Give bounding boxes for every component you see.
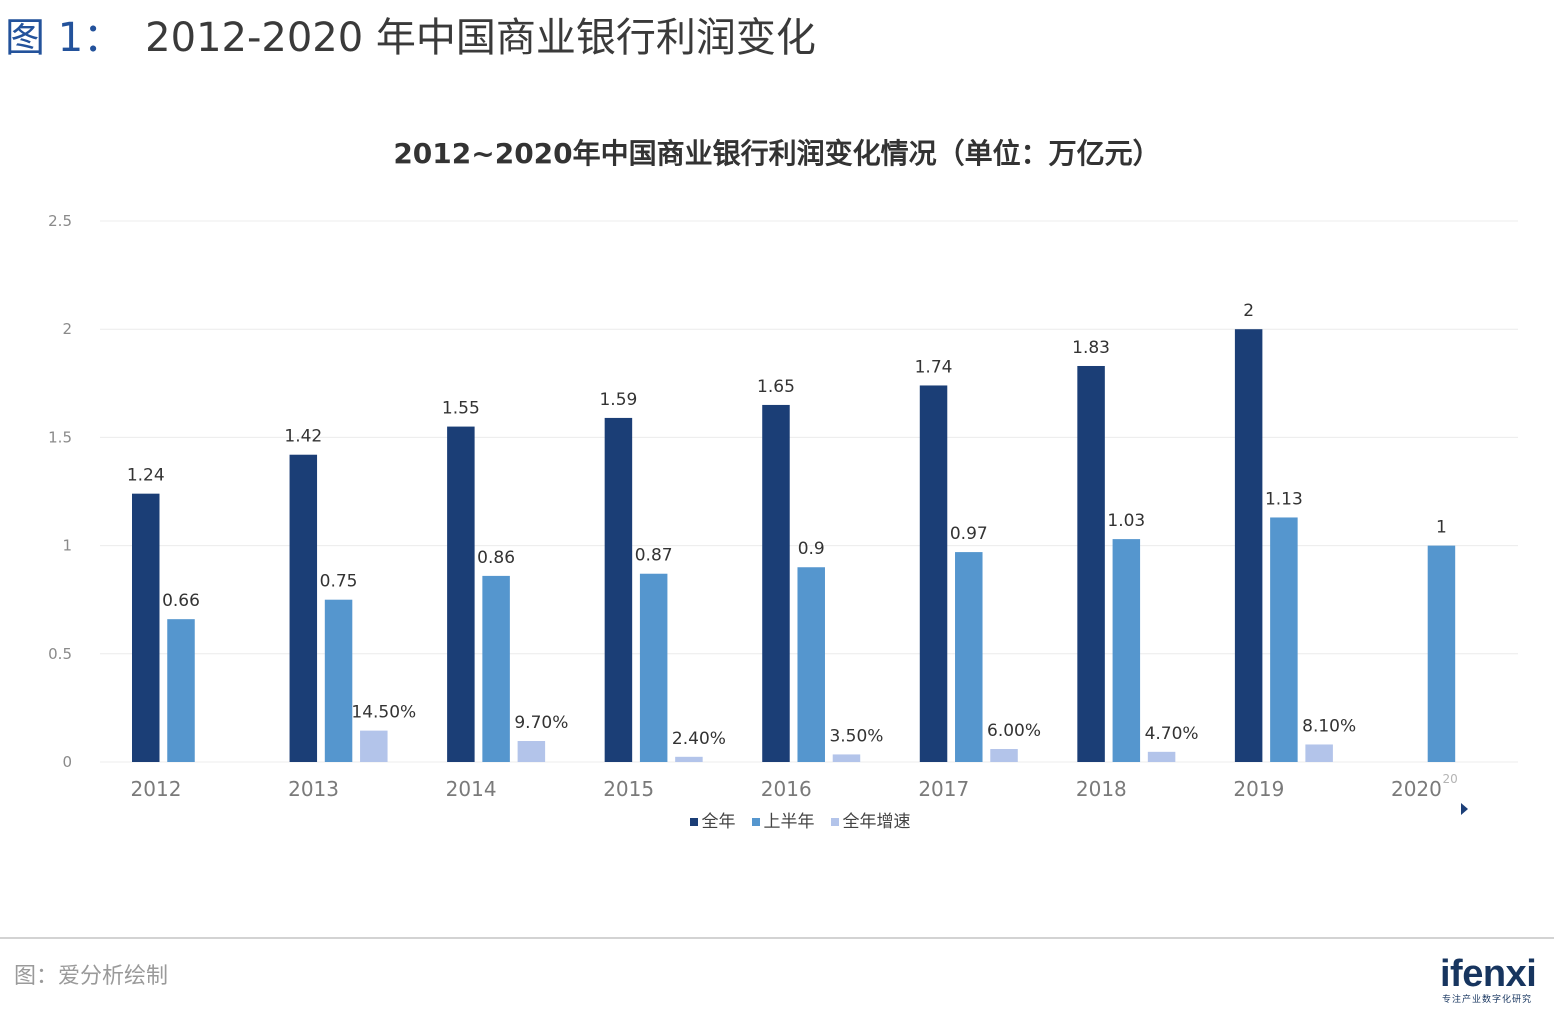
series-annual: 1.24 1.42 1.55 1.59 1.65 1.74 1.83 2 (127, 301, 1263, 762)
x-tick-label-2013: 2013 (288, 777, 339, 801)
legend-item-annual[interactable]: 全年 (689, 810, 736, 834)
data-label-annual-2016: 1.65 (757, 377, 795, 397)
y-tick-label-0: 0 (62, 753, 72, 771)
data-label-h1-2016: 0.9 (798, 539, 825, 559)
series-h1: 0.66 0.75 0.86 0.87 0.9 0.97 1.03 1.13 1 (162, 489, 1456, 762)
bar-growth-2018 (1147, 751, 1176, 762)
source-note: 图：爱分析绘制 (14, 964, 169, 989)
x-tick-label-2012: 2012 (131, 777, 182, 801)
bar-h1-2018 (1112, 539, 1141, 762)
bar-h1-2017 (955, 552, 983, 762)
data-label-annual-2019: 2 (1243, 301, 1254, 321)
logo-wordmark: ifenxi (1440, 953, 1537, 995)
x-tick-label-2018: 2018 (1076, 777, 1127, 801)
bar-growth-2017 (990, 749, 1018, 762)
x-tick-label-2016: 2016 (761, 777, 812, 801)
data-label-h1-2019: 1.13 (1265, 489, 1303, 509)
legend-item-growth[interactable]: 全年增速 (830, 810, 911, 834)
footer-divider (0, 937, 1554, 939)
bar-annual-2018 (1077, 365, 1105, 762)
legend-label-h1: 上半年 (763, 812, 815, 832)
y-tick-label-2: 1 (62, 537, 72, 555)
data-label-h1-2015: 0.87 (635, 546, 673, 566)
bar-annual-2012 (132, 493, 160, 762)
data-label-growth-2014: 9.70% (514, 713, 568, 733)
legend-label-growth: 全年增速 (842, 812, 911, 832)
bar-growth-2019 (1305, 744, 1333, 762)
y-tick-label-5: 2.5 (48, 212, 72, 230)
series-growth: 14.50% 9.70% 2.40% 3.50% 6.00% 4.70% 8.10% (351, 703, 1356, 762)
bar-growth-2014 (517, 741, 546, 762)
x-tick-superscript-2020: 20 (1442, 772, 1457, 786)
figure-label: 图 1： (5, 15, 124, 61)
data-label-growth-2015: 2.40% (672, 729, 726, 749)
legend-swatch-annual (689, 818, 698, 826)
y-tick-label-1: 0.5 (48, 645, 72, 663)
data-label-h1-2012: 0.66 (162, 591, 200, 611)
figure-caption: 图 1： 2012-2020 年中国商业银行利润变化 (5, 10, 816, 66)
bar-h1-2020 (1427, 545, 1456, 762)
data-label-h1-2014: 0.86 (477, 548, 515, 568)
triangle-right-icon[interactable] (1461, 803, 1468, 815)
bar-h1-2015 (639, 573, 668, 762)
legend-label-annual: 全年 (701, 812, 736, 832)
y-axis: 0 0.5 1 1.5 2 2.5 (48, 212, 72, 771)
legend: 全年 上半年 全年增速 (560, 810, 1040, 834)
bar-h1-2016 (797, 567, 825, 762)
y-tick-label-3: 1.5 (48, 428, 72, 446)
bar-annual-2016 (762, 404, 790, 762)
chart-title: 2012~2020年中国商业银行利润变化情况（单位：万亿元） (393, 137, 1161, 170)
bar-h1-2014 (482, 575, 510, 762)
data-label-growth-2019: 8.10% (1302, 716, 1356, 736)
x-tick-label-2014: 2014 (446, 777, 497, 801)
data-label-growth-2018: 4.70% (1145, 724, 1199, 744)
data-label-annual-2012: 1.24 (127, 466, 165, 486)
data-label-growth-2016: 3.50% (829, 726, 883, 746)
bar-annual-2014 (447, 426, 475, 762)
data-label-h1-2020: 1 (1436, 518, 1447, 538)
bar-h1-2019 (1270, 517, 1298, 762)
bar-annual-2013 (289, 454, 318, 762)
bar-h1-2013 (324, 599, 353, 762)
data-label-h1-2013: 0.75 (320, 572, 358, 592)
x-tick-label-2020: 2020 (1391, 777, 1442, 801)
data-label-growth-2017: 6.00% (987, 721, 1041, 741)
y-tick-label-4: 2 (62, 320, 72, 338)
data-label-annual-2015: 1.59 (599, 390, 637, 410)
legend-swatch-h1 (751, 818, 760, 826)
x-tick-label-2017: 2017 (918, 777, 969, 801)
x-tick-label-2015: 2015 (603, 777, 654, 801)
data-label-annual-2013: 1.42 (284, 427, 322, 447)
data-label-h1-2017: 0.97 (950, 524, 988, 544)
bar-growth-2015 (675, 756, 703, 762)
x-tick-label-2019: 2019 (1233, 777, 1284, 801)
ifenxi-logo: ifenxi 专注产业数字化研究 (1440, 954, 1550, 1006)
bar-growth-2013 (360, 730, 388, 762)
data-label-annual-2017: 1.74 (915, 357, 953, 377)
data-label-h1-2018: 1.03 (1107, 511, 1145, 531)
data-label-annual-2014: 1.55 (442, 399, 480, 419)
bar-chart: 0 0.5 1 1.5 2 2.5 1.24 1.42 1.55 1.59 1.65 1.74 1.83… (48, 212, 1518, 801)
x-axis: 2012 2013 2014 2015 2016 2017 2018 2019 2020 20 (131, 772, 1458, 801)
logo-tagline: 专注产业数字化研究 (1442, 995, 1533, 1005)
data-label-annual-2018: 1.83 (1072, 338, 1110, 358)
bar-h1-2012 (167, 619, 195, 762)
bar-annual-2019 (1234, 329, 1263, 762)
legend-swatch-growth (830, 818, 839, 826)
data-label-growth-2013: 14.50% (351, 703, 416, 723)
bar-annual-2017 (919, 385, 948, 762)
bar-growth-2016 (832, 754, 861, 762)
figure-title: 2012-2020 年中国商业银行利润变化 (145, 15, 816, 61)
legend-item-h1[interactable]: 上半年 (751, 810, 815, 834)
bar-annual-2015 (604, 417, 633, 762)
